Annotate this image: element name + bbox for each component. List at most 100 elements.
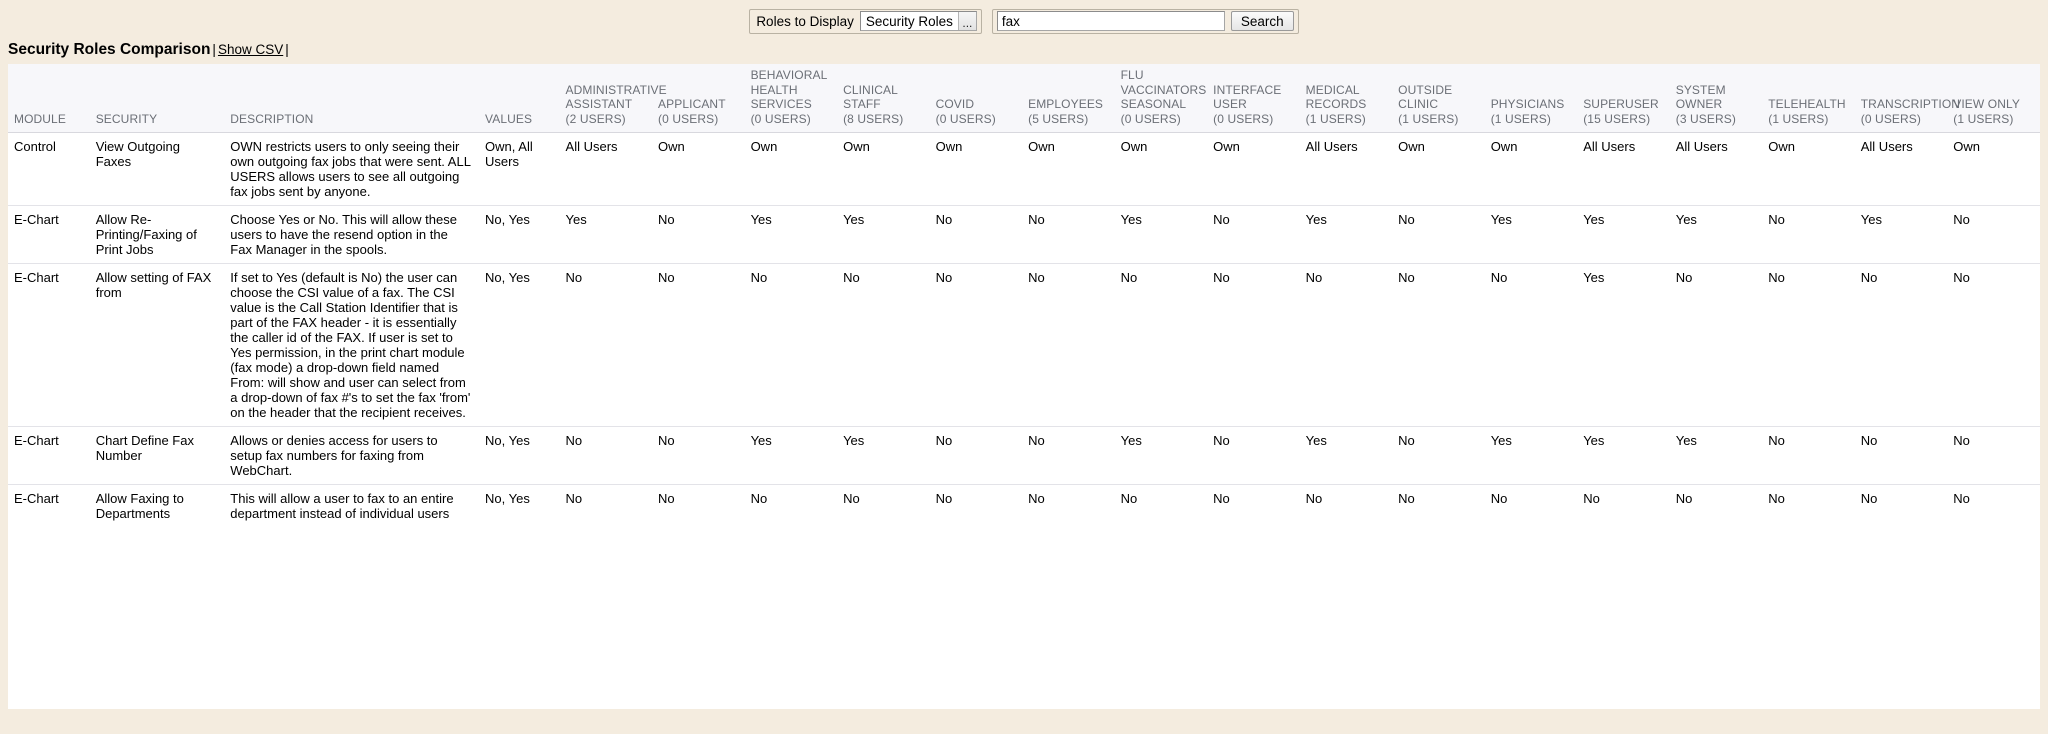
column-header-role[interactable]: APPLICANT (0 USERS): [652, 64, 745, 133]
column-header-module[interactable]: MODULE: [8, 64, 90, 133]
security-roles-select-value: Security Roles: [860, 12, 958, 30]
column-header-role[interactable]: ADMINISTRATIVE ASSISTANT (2 USERS): [559, 64, 667, 133]
column-header-role-name: COVID: [935, 97, 975, 111]
roles-to-display-group: Roles to Display Security Roles ...: [749, 8, 982, 34]
cell-module: E-Chart: [8, 484, 90, 527]
cell-role-permission: No: [652, 263, 745, 427]
cell-role-permission: No: [929, 426, 1023, 485]
column-header-role-users: (0 USERS): [750, 111, 811, 126]
cell-values: No, Yes: [479, 484, 560, 527]
top-toolbar: Roles to Display Security Roles ... Sear…: [0, 0, 2048, 38]
column-header-role[interactable]: VIEW ONLY (1 USERS): [1947, 64, 2040, 133]
cell-role-permission: No: [1022, 205, 1115, 264]
column-header-role-name: SUPERUSER: [1583, 97, 1659, 111]
cell-module: Control: [8, 132, 90, 206]
column-header-role[interactable]: TELEHEALTH (1 USERS): [1762, 64, 1855, 133]
cell-role-permission: No: [1392, 426, 1485, 485]
cell-role-permission: Yes: [1577, 205, 1670, 264]
column-header-role[interactable]: EMPLOYEES (5 USERS): [1022, 64, 1115, 133]
cell-role-permission: No: [1669, 263, 1763, 427]
column-header-security[interactable]: SECURITY: [89, 64, 225, 133]
column-header-role[interactable]: TRANSCRIPTION (0 USERS): [1854, 64, 1961, 133]
column-header-role[interactable]: MEDICAL RECORDS (1 USERS): [1299, 64, 1393, 133]
column-header-role-name: TRANSCRIPTION: [1860, 97, 1961, 111]
cell-role-permission: Yes: [1114, 205, 1208, 264]
column-header-values[interactable]: VALUES: [479, 64, 560, 133]
cell-role-permission: Yes: [744, 426, 838, 485]
column-header-role[interactable]: OUTSIDE CLINIC (1 USERS): [1392, 64, 1485, 133]
column-header-role[interactable]: COVID (0 USERS): [929, 64, 1023, 133]
table-row[interactable]: E-Chart Allow Re-Printing/Faxing of Print…: [8, 205, 2040, 264]
table-row[interactable]: E-Chart Chart Define Fax Number Allows or …: [8, 426, 2040, 485]
security-roles-table: MODULE SECURITY DESCRIPTION VALUES ADMIN…: [8, 64, 2040, 527]
cell-role-permission: Yes: [559, 205, 653, 264]
column-header-description[interactable]: DESCRIPTION: [224, 64, 480, 133]
title-separator-left: |: [212, 42, 216, 57]
column-header-role[interactable]: INTERFACE USER (0 USERS): [1207, 64, 1300, 133]
cell-role-permission: No: [1114, 263, 1208, 427]
column-header-role[interactable]: SYSTEM OWNER (3 USERS): [1669, 64, 1763, 133]
column-header-role-name: VIEW ONLY: [1953, 97, 2020, 111]
ellipsis-icon[interactable]: ...: [957, 12, 976, 30]
column-header-role-name: APPLICANT: [658, 97, 726, 111]
page-title-row: Security Roles Comparison | Show CSV |: [0, 38, 2048, 64]
cell-role-permission: No: [1762, 205, 1855, 264]
cell-role-permission: No: [1947, 263, 2040, 427]
cell-role-permission: Yes: [1854, 205, 1948, 264]
table-row[interactable]: Control View Outgoing Faxes OWN restricts …: [8, 132, 2040, 206]
table-row[interactable]: E-Chart Allow Faxing to Departments This w…: [8, 484, 2040, 527]
cell-values: Own, All Users: [479, 132, 560, 206]
column-header-role-users: (0 USERS): [1120, 111, 1181, 126]
column-header-role[interactable]: BEHAVIORAL HEALTH SERVICES (0 USERS): [744, 64, 838, 133]
cell-description: OWN restricts users to only seeing their…: [224, 132, 480, 206]
cell-role-permission: Own: [1392, 132, 1485, 206]
column-header-role[interactable]: SUPERUSER (15 USERS): [1577, 64, 1670, 133]
cell-role-permission: No: [1299, 484, 1393, 527]
table-header: MODULE SECURITY DESCRIPTION VALUES ADMIN…: [8, 64, 2040, 133]
cell-role-permission: No: [1299, 263, 1393, 427]
title-separator-right: |: [285, 42, 289, 57]
column-header-role-users: (5 USERS): [1028, 111, 1089, 126]
cell-role-permission: Own: [837, 132, 930, 206]
search-input[interactable]: [996, 11, 1225, 31]
cell-role-permission: Yes: [1669, 426, 1763, 485]
cell-role-permission: No: [744, 484, 838, 527]
column-header-role-name: SYSTEM OWNER: [1675, 82, 1726, 112]
table-body: Control View Outgoing Faxes OWN restricts …: [8, 132, 2040, 527]
cell-module: E-Chart: [8, 205, 90, 264]
show-csv-link[interactable]: Show CSV: [217, 42, 284, 57]
cell-security: Allow Re-Printing/Faxing of Print Jobs: [89, 205, 225, 264]
cell-role-permission: Own: [1484, 132, 1578, 206]
cell-role-permission: No: [1762, 484, 1855, 527]
cell-role-permission: No: [652, 426, 745, 485]
table-row[interactable]: E-Chart Allow setting of FAX from If set t…: [8, 263, 2040, 427]
cell-role-permission: No: [1484, 484, 1578, 527]
cell-role-permission: No: [559, 263, 653, 427]
table-header-row: MODULE SECURITY DESCRIPTION VALUES ADMIN…: [8, 64, 2040, 133]
cell-role-permission: No: [1762, 263, 1855, 427]
cell-role-permission: No: [929, 205, 1023, 264]
security-roles-table-container[interactable]: MODULE SECURITY DESCRIPTION VALUES ADMIN…: [8, 64, 2040, 709]
search-button[interactable]: Search: [1230, 11, 1294, 31]
column-header-description-label: DESCRIPTION: [230, 111, 314, 126]
column-header-role-users: (0 USERS): [1860, 111, 1921, 126]
cell-role-permission: Own: [929, 132, 1023, 206]
roles-to-display-label: Roles to Display: [756, 13, 854, 29]
cell-role-permission: All Users: [1299, 132, 1393, 206]
column-header-role[interactable]: PHYSICIANS (1 USERS): [1484, 64, 1578, 133]
column-header-role-users: (0 USERS): [658, 111, 719, 126]
cell-role-permission: Yes: [1484, 205, 1578, 264]
cell-role-permission: No: [1577, 484, 1670, 527]
column-header-role-name: BEHAVIORAL HEALTH SERVICES: [750, 68, 827, 111]
cell-role-permission: No: [1114, 484, 1208, 527]
cell-role-permission: No: [1392, 205, 1485, 264]
cell-role-permission: No: [1669, 484, 1763, 527]
cell-role-permission: No: [1854, 263, 1948, 427]
cell-role-permission: Own: [1207, 132, 1300, 206]
cell-role-permission: No: [652, 205, 745, 264]
column-header-role[interactable]: CLINICAL STAFF (8 USERS): [837, 64, 930, 133]
cell-values: No, Yes: [479, 263, 560, 427]
security-roles-select[interactable]: Security Roles ...: [859, 11, 977, 31]
cell-role-permission: Yes: [837, 426, 930, 485]
column-header-role[interactable]: FLU VACCINATORS SEASONAL (0 USERS): [1114, 64, 1208, 133]
